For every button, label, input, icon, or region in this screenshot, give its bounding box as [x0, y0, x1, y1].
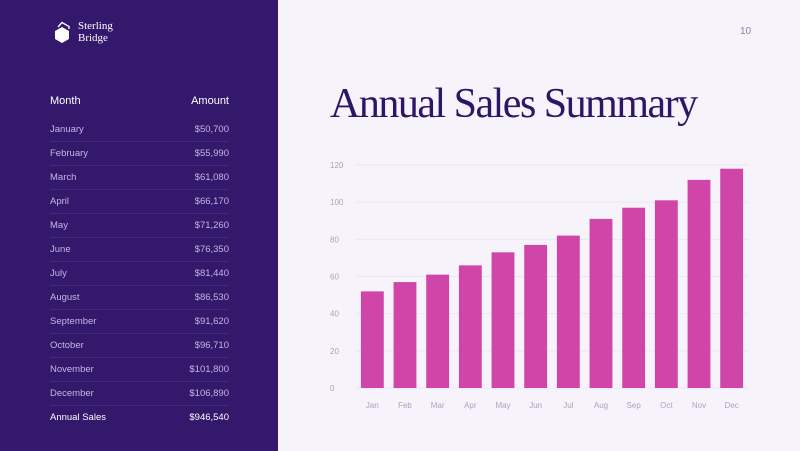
x-tick-label: Jan [366, 401, 379, 410]
brand-name: Sterling Bridge [78, 20, 128, 44]
table-row: February $55,990 [50, 142, 229, 166]
month-cell: January [50, 124, 84, 135]
table-row: January $50,700 [50, 118, 229, 142]
table-row: June $76,350 [50, 238, 229, 262]
brand-line-2: Bridge [78, 32, 108, 44]
bar [720, 168, 744, 388]
month-cell: June [50, 244, 71, 255]
amount-cell: $101,800 [189, 364, 229, 375]
y-tick-label: 60 [330, 273, 339, 282]
amount-cell: $86,530 [194, 292, 229, 303]
x-tick-label: Jun [529, 401, 542, 410]
table-row: October $96,710 [50, 334, 229, 358]
sales-table: Month Amount January $50,700 February $55,9… [50, 88, 229, 429]
bar [491, 252, 515, 388]
amount-cell: $106,890 [189, 388, 229, 399]
y-tick-label: 0 [330, 384, 335, 393]
x-tick-label: Oct [660, 401, 673, 410]
bar [524, 244, 548, 388]
month-cell: October [50, 340, 84, 351]
month-cell: April [50, 196, 70, 207]
x-tick-label: Mar [431, 401, 445, 410]
month-cell: February [50, 148, 89, 159]
amount-cell: $71,260 [194, 220, 229, 231]
x-tick-label: Sep [627, 401, 642, 410]
amount-cell: $50,700 [194, 124, 229, 135]
y-tick-label: 20 [330, 347, 339, 356]
x-tick-label: Apr [464, 401, 477, 410]
bar [589, 218, 613, 388]
total-row: Annual Sales $946,540 [50, 406, 229, 429]
x-tick-label: Dec [725, 401, 739, 410]
header-month: Month [50, 95, 81, 107]
month-cell: September [50, 316, 97, 327]
x-tick-label: Nov [692, 401, 706, 410]
table-header: Month Amount [50, 88, 229, 114]
logo: Sterling Bridge [52, 20, 128, 44]
amount-cell: $91,620 [194, 316, 229, 327]
table-row: April $66,170 [50, 190, 229, 214]
amount-cell: $55,990 [194, 148, 229, 159]
table-row: May $71,260 [50, 214, 229, 238]
x-tick-label: Jul [563, 401, 573, 410]
amount-cell: $81,440 [194, 268, 229, 279]
month-cell: December [50, 388, 94, 399]
month-cell: November [50, 364, 94, 375]
bar [556, 235, 580, 388]
x-tick-label: Aug [594, 401, 608, 410]
month-cell: July [50, 268, 67, 279]
total-label: Annual Sales [50, 412, 106, 423]
amount-cell: $61,080 [194, 172, 229, 183]
header-amount: Amount [191, 95, 229, 107]
bar-chart: 0 20 40 60 80 100 120 Jan Feb Mar Apr May Jun Jul Aug S… [330, 161, 748, 410]
month-cell: August [50, 292, 80, 303]
x-tick-label: Feb [398, 401, 412, 410]
table-row: December $106,890 [50, 382, 229, 406]
month-cell: March [50, 172, 77, 183]
amount-cell: $66,170 [194, 196, 229, 207]
table-row: August $86,530 [50, 286, 229, 310]
page-title: Annual Sales Summary [330, 81, 698, 127]
page-number: 10 [740, 26, 752, 37]
bar [687, 179, 711, 388]
y-tick-label: 80 [330, 235, 339, 244]
sidebar-panel: Sterling Bridge Month Amount January $50,… [0, 0, 278, 451]
table-row: November $101,800 [50, 358, 229, 382]
brand-line-1: Sterling [78, 20, 113, 32]
x-tick-label: May [495, 401, 510, 410]
table-row: September $91,620 [50, 310, 229, 334]
hexagon-icon [55, 21, 70, 43]
y-tick-label: 40 [330, 310, 339, 319]
amount-cell: $76,350 [194, 244, 229, 255]
table-row: July $81,440 [50, 262, 229, 286]
bar [654, 200, 678, 388]
bar [426, 274, 450, 388]
bar [458, 265, 482, 388]
month-cell: May [50, 220, 68, 231]
y-tick-label: 120 [330, 161, 344, 170]
amount-cell: $96,710 [194, 340, 229, 351]
bar [393, 282, 417, 388]
bar [622, 207, 646, 388]
table-row: March $61,080 [50, 166, 229, 190]
bar [360, 291, 384, 388]
total-value: $946,540 [189, 412, 229, 423]
y-tick-label: 100 [330, 198, 344, 207]
